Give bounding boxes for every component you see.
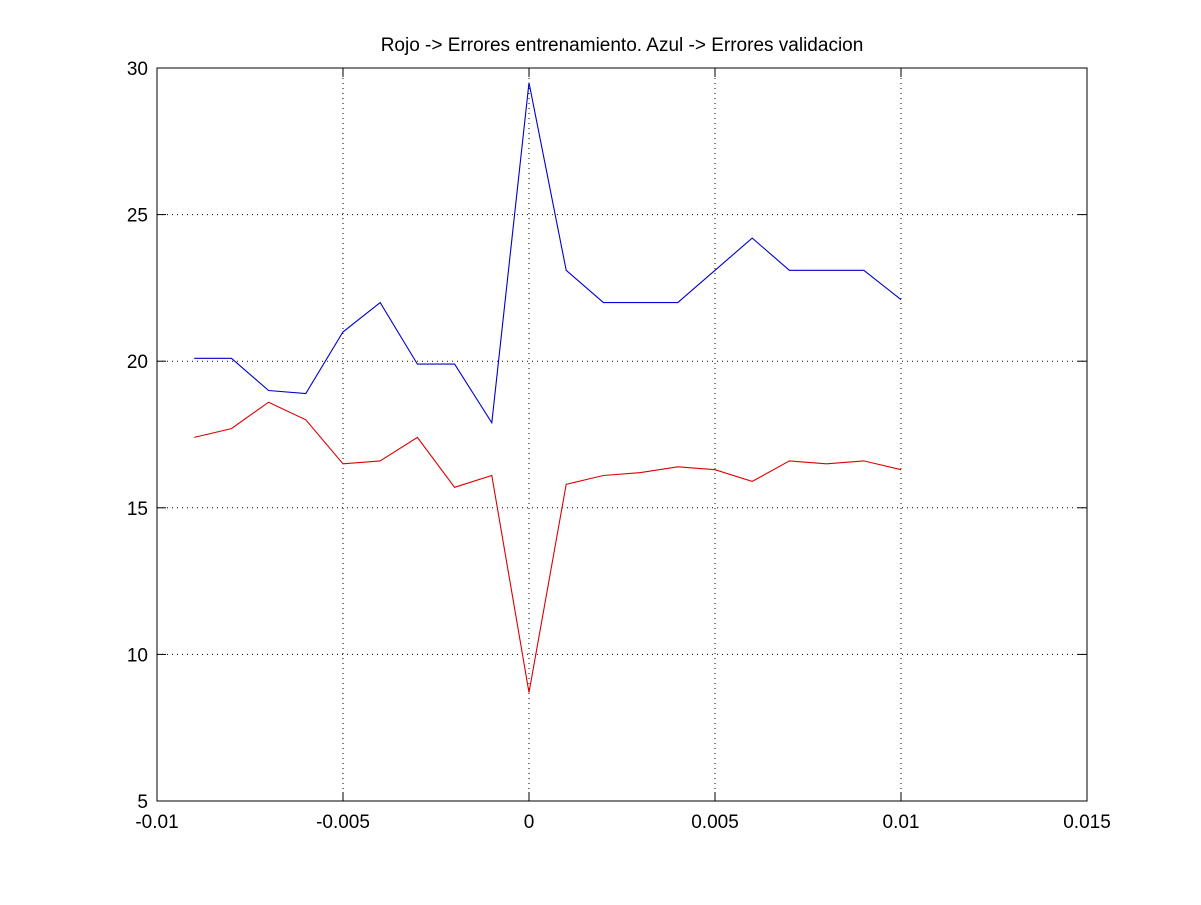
training-error-line (194, 401, 902, 693)
y-tick-label: 10 (127, 645, 148, 666)
y-tick-label: 15 (127, 499, 148, 520)
x-tick-label: 0.01 (883, 812, 920, 833)
tick-label-layer: -0.01 -0.005 0 0.005 0.01 0.015 5 10 15 20 25 30 (127, 59, 1111, 833)
y-tick-label: 25 (127, 206, 148, 227)
y-tick-label: 30 (127, 59, 148, 80)
x-tick-label: 0 (524, 812, 535, 833)
grid-layer (157, 68, 1087, 801)
validation-error-line (194, 82, 902, 425)
y-tick-label: 20 (127, 352, 148, 373)
x-tick-label: -0.005 (316, 812, 370, 833)
plot-area-frame (156, 67, 1088, 802)
x-tick-label: 0.005 (691, 812, 739, 833)
chart-title: Rojo -> Errores entrenamiento. Azul -> E… (381, 35, 864, 56)
tick-layer (156, 67, 1088, 802)
x-tick-label: -0.01 (135, 812, 178, 833)
y-tick-label: 5 (137, 792, 148, 813)
series-layer (194, 82, 902, 693)
x-tick-label: 0.015 (1063, 812, 1111, 833)
